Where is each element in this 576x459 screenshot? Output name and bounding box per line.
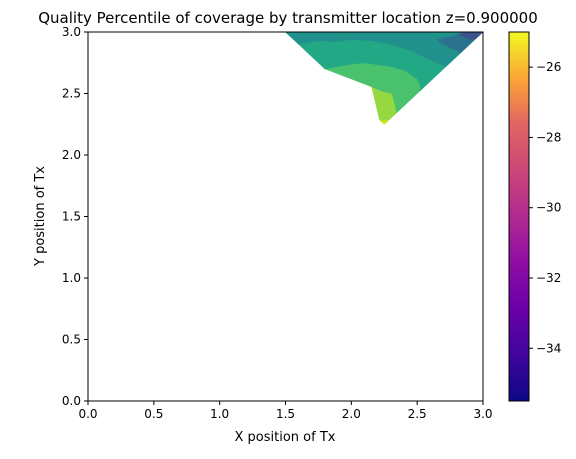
x-tick-label: 1.5 [276,407,295,421]
colorbar-tick-label: −34 [536,341,561,355]
x-axis: 0.0 0.5 1.0 1.5 2.0 2.5 3.0 [78,401,493,421]
x-tick-label: 1.0 [210,407,229,421]
x-tick-label: 3.0 [473,407,492,421]
colorbar-tick-label: −32 [536,271,561,285]
contour-bands [284,31,484,125]
colorbar-tick-label: −28 [536,130,561,144]
chart-title: Quality Percentile of coverage by transm… [38,9,538,27]
x-tick-label: 2.5 [408,407,427,421]
colorbar-tick-label: −26 [536,60,561,74]
y-axis-label: Y position of Tx [33,166,48,267]
y-tick-label: 2.0 [62,148,81,162]
x-tick-label: 0.0 [78,407,97,421]
y-tick-label: 3.0 [62,25,81,39]
x-axis-label: X position of Tx [235,430,336,445]
y-tick-label: 0.5 [62,333,81,347]
y-tick-label: 1.0 [62,271,81,285]
x-tick-label: 2.0 [342,407,361,421]
colorbar [508,31,530,402]
y-tick-label: 0.0 [62,394,81,408]
y-tick-label: 1.5 [62,210,81,224]
colorbar-tick-label: −30 [536,201,561,215]
contour-band-0 [378,119,390,125]
y-axis: 0.0 0.5 1.0 1.5 2.0 2.5 3.0 [62,25,88,408]
y-tick-label: 2.5 [62,87,81,101]
x-tick-label: 0.5 [144,407,163,421]
colorbar-ticks: −34 −32 −30 −28 −26 [529,60,561,355]
